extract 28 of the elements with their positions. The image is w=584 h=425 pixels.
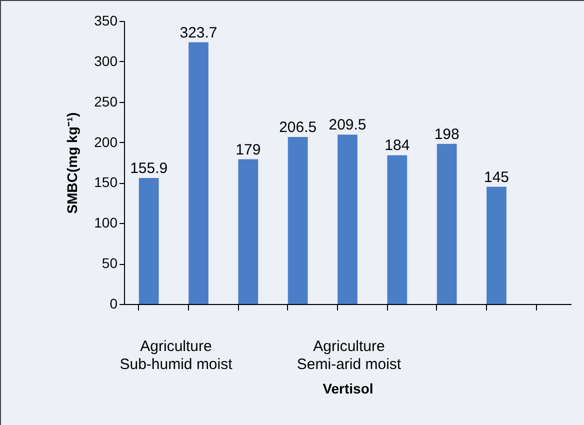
y-tick-label: 200 [94,134,118,150]
bar [436,144,457,304]
data-label: 209.5 [328,116,366,134]
text: Agriculture Semi-arid moist [296,338,402,373]
data-label: 323.7 [180,24,218,42]
data-label: 179 [236,141,261,158]
y-tick-label: 50 [102,255,118,272]
bar [238,159,258,304]
bar [387,155,408,304]
bar [138,178,159,304]
data-label: 145 [484,168,510,186]
y-tick-label: 250 [94,93,118,110]
y-tick-label: 350 [94,12,118,28]
y-tick-label: 100 [94,214,118,231]
bar [338,134,358,304]
bar [188,42,208,304]
data-label: 206.5 [279,119,317,136]
data-label: 155.9 [130,160,168,177]
y-tick-label: 300 [94,52,118,69]
y-tick-label: 150 [94,174,118,190]
bar [486,186,506,304]
y-axis-title: SMBC(mg kg⁻¹) [64,112,80,214]
y-tick-label: 0 [110,296,118,312]
bar [288,137,308,304]
text: Agriculture Sub-humid moist [120,338,234,373]
data-label: 184 [384,137,410,154]
x-axis-title: Vertisol [322,380,374,396]
data-label: 198 [434,126,460,143]
